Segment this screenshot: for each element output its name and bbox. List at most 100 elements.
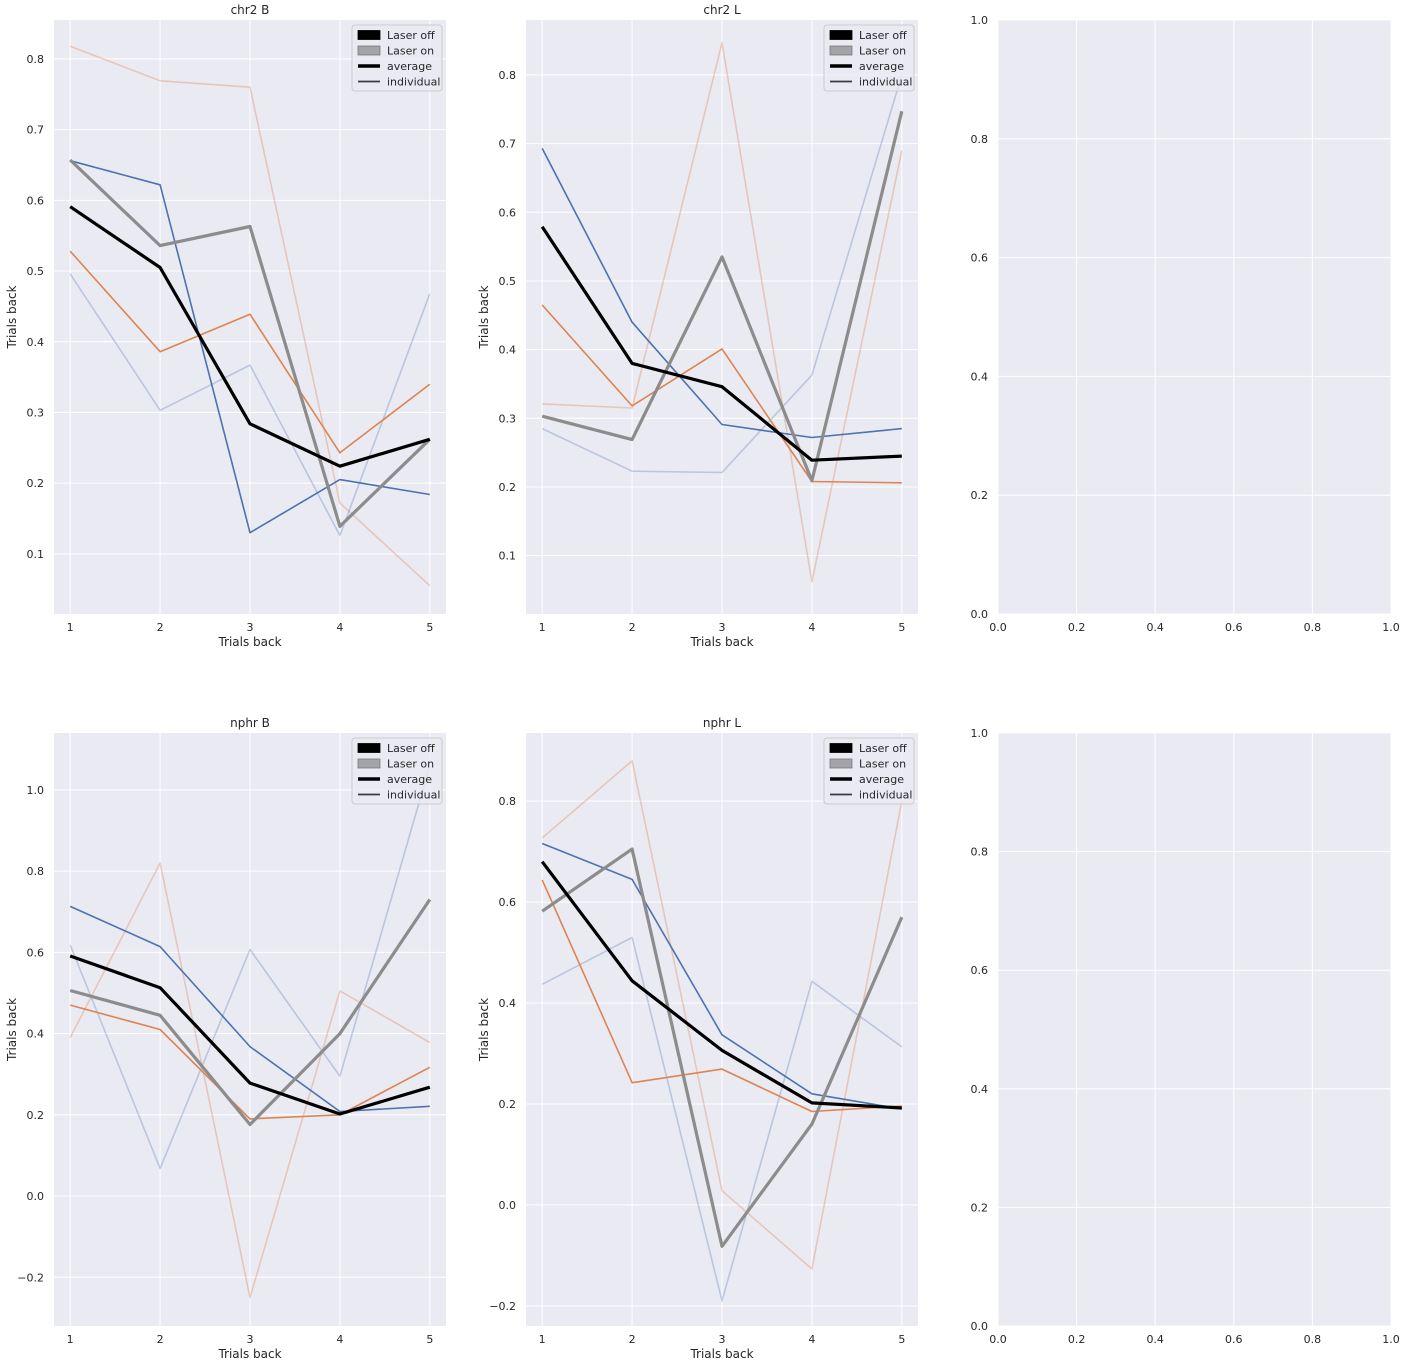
x-tick-label: 0.2 [1068, 1333, 1086, 1346]
y-tick-label: 0.1 [27, 548, 45, 561]
y-tick-label: 0.6 [27, 946, 45, 959]
y-tick-label: 0.4 [499, 344, 517, 357]
series-line-laser-on [541, 110, 904, 483]
x-axis-label: Trials back [217, 635, 281, 649]
legend-frame [823, 24, 915, 92]
series-line-orange [69, 1004, 431, 1120]
legend: Laser off Laser on average individual [351, 24, 443, 92]
series-line-blue [69, 905, 430, 1113]
x-tick-label: 2 [629, 1333, 636, 1346]
legend-label-individual: individual [859, 789, 912, 802]
legend-label-laser-on: Laser on [859, 45, 906, 58]
y-tick-label: 0.6 [27, 194, 45, 207]
legend-label-laser-off: Laser off [859, 29, 907, 42]
legend: Laser off Laser on average individual [823, 737, 915, 805]
legend-swatch-laser-off [829, 30, 853, 40]
x-tick-label: 0.0 [989, 1333, 1007, 1346]
legend-label-laser-off: Laser off [387, 742, 435, 755]
series-line-light-orange [541, 759, 903, 1270]
y-tick-label: 0.2 [971, 489, 989, 502]
x-tick-label: 1 [539, 1333, 546, 1346]
legend-frame [351, 737, 443, 805]
x-tick-label: 2 [629, 621, 636, 634]
panel-5: 1 2 3 4 5 −0.2 0.0 0.2 0.4 0.6 0.8 nphr L Trials bac… [477, 716, 918, 1361]
panel-6: 0.0 0.2 0.4 0.6 0.8 1.0 0.0 0.2 0.4 0.6 0.8 1.0 [971, 727, 1400, 1346]
x-tick-label: 3 [719, 621, 726, 634]
x-tick-label: 0.2 [1068, 621, 1086, 634]
x-tick-label: 0.6 [1225, 621, 1243, 634]
y-tick-label: 0.0 [499, 1199, 517, 1212]
legend-swatch-laser-off [357, 743, 381, 753]
y-tick-label: 0.3 [27, 406, 45, 419]
legend: Laser off Laser on average individual [823, 24, 915, 92]
series-line-orange [541, 879, 902, 1113]
series-line-light-blue [541, 74, 903, 474]
y-tick-label: 0.8 [971, 133, 989, 146]
legend-label-laser-on: Laser on [387, 758, 434, 771]
x-tick-label: 5 [898, 621, 905, 634]
y-tick-label: 0.5 [499, 275, 517, 288]
series-line-light-orange [69, 862, 431, 1299]
x-tick-label: 1 [539, 621, 546, 634]
axes-background [998, 733, 1391, 1326]
legend-label-laser-off: Laser off [387, 29, 435, 42]
x-tick-label: 5 [426, 621, 433, 634]
x-tick-label: 1.0 [1382, 621, 1400, 634]
y-tick-label: −0.2 [489, 1300, 516, 1313]
y-axis-label: Trials back [477, 998, 491, 1062]
x-tick-label: 1 [67, 1333, 74, 1346]
series-line-light-orange [542, 41, 903, 583]
series-line-laser-off [69, 954, 431, 1116]
legend-label-average: average [859, 60, 904, 73]
x-tick-label: 1.0 [1382, 1333, 1400, 1346]
y-tick-label: 0.8 [27, 865, 45, 878]
series-line-blue [541, 148, 902, 439]
y-axis-label: Trials back [477, 285, 491, 349]
x-axis-label: Trials back [689, 1347, 753, 1361]
panel-3: 0.0 0.2 0.4 0.6 0.8 1.0 0.0 0.2 0.4 0.6 0.8 1.0 [971, 14, 1400, 634]
legend-label-average: average [387, 60, 432, 73]
legend-label-individual: individual [387, 76, 440, 89]
x-tick-label: 0.8 [1304, 1333, 1322, 1346]
legend-label-laser-off: Laser off [859, 742, 907, 755]
legend-label-individual: individual [387, 789, 440, 802]
y-tick-label: 0.3 [499, 412, 517, 425]
y-tick-label: 0.6 [971, 252, 989, 265]
y-tick-label: 0.4 [499, 997, 517, 1010]
y-tick-label: 0.0 [971, 608, 989, 621]
legend-label-laser-on: Laser on [859, 758, 906, 771]
legend-frame [351, 24, 443, 92]
y-axis-label: Trials back [5, 285, 19, 349]
x-tick-label: 0.4 [1146, 1333, 1164, 1346]
legend-label-laser-on: Laser on [387, 45, 434, 58]
x-tick-label: 4 [808, 1333, 815, 1346]
series-line-laser-off [540, 860, 902, 1110]
y-tick-label: 1.0 [971, 727, 989, 740]
y-tick-label: 0.6 [499, 896, 517, 909]
y-tick-label: 0.4 [27, 336, 45, 349]
series-line-laser-on [541, 847, 904, 1248]
x-tick-label: 3 [247, 621, 254, 634]
x-tick-label: 3 [247, 1333, 254, 1346]
series-line-laser-on [69, 158, 431, 528]
y-tick-label: 0.7 [27, 124, 45, 137]
legend-label-individual: individual [859, 76, 912, 89]
y-tick-label: 0.5 [27, 265, 45, 278]
y-tick-label: 0.0 [27, 1190, 45, 1203]
y-tick-label: 0.2 [27, 1109, 45, 1122]
series-line-laser-on [69, 898, 432, 1127]
series-line-laser-off [540, 225, 902, 462]
y-tick-label: 0.4 [971, 370, 989, 383]
x-tick-label: 4 [808, 621, 815, 634]
y-tick-label: 1.0 [27, 784, 45, 797]
x-tick-label: 3 [719, 1333, 726, 1346]
series-line-orange [541, 304, 902, 484]
series-line-light-blue [541, 936, 903, 1302]
panel-title: nphr B [230, 716, 270, 730]
panel-title: chr2 B [231, 3, 270, 17]
legend-swatch-laser-on [829, 758, 853, 769]
y-tick-label: 0.7 [499, 138, 517, 151]
legend-swatch-laser-off [829, 743, 853, 753]
x-tick-label: 0.0 [989, 621, 1007, 634]
